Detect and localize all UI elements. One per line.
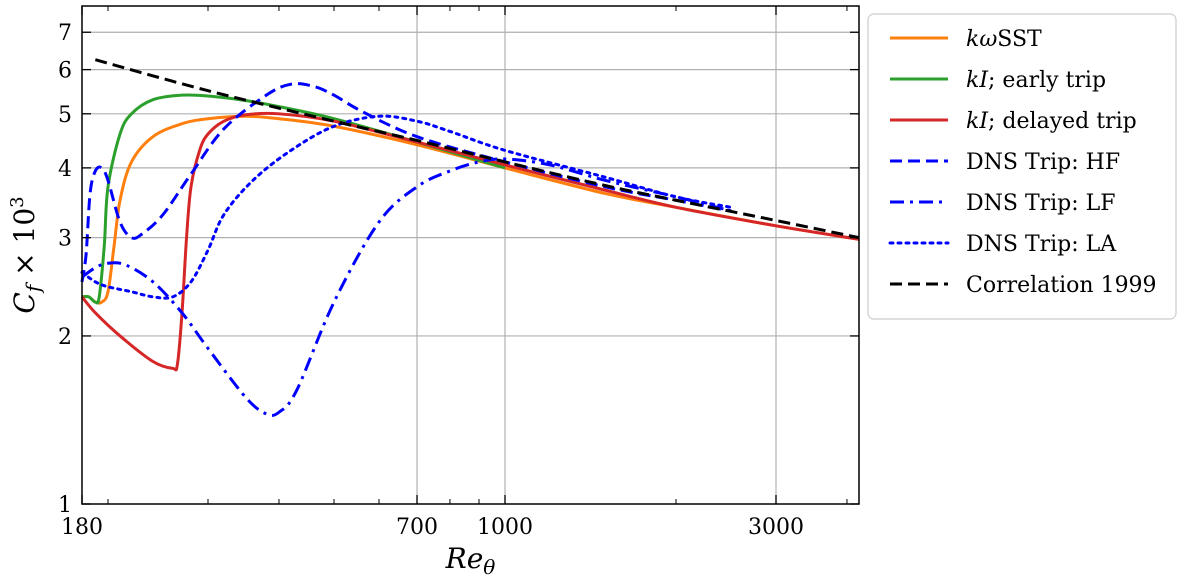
x-tick-label: 700 — [396, 515, 438, 540]
tick-layer — [81, 6, 859, 505]
series-line-k-sst — [81, 114, 860, 305]
legend-label-ki-delayed-trip: kI; delayed trip — [966, 109, 1137, 134]
grid-layer — [82, 6, 859, 504]
y-tick-label: 3 — [58, 227, 72, 252]
x-tick-label: 180 — [61, 515, 103, 540]
y-axis-title: Cf × 103 — [7, 196, 45, 313]
x-axis-title: Reθ — [445, 542, 496, 578]
series-line-dns-trip-lf — [81, 157, 732, 418]
x-tick-label: 3000 — [748, 515, 804, 540]
legend-label-dns-trip-lf: DNS Trip: LF — [966, 191, 1116, 216]
y-tick-label: 2 — [58, 325, 72, 350]
legend-label-correlation-1999: Correlation 1999 — [966, 273, 1157, 298]
series-line-dns-trip-hf — [80, 82, 732, 283]
svg-text:Cf × 103: Cf × 103 — [7, 196, 45, 313]
series-line-ki-early-trip — [81, 93, 506, 305]
series-line-ki-delayed-trip — [80, 111, 860, 372]
series-layer — [80, 58, 860, 418]
series-line-correlation-1999 — [94, 58, 860, 240]
y-tick-label: 5 — [58, 103, 72, 128]
series-line-dns-trip-la — [80, 114, 733, 300]
legend: kωSST kI; early trip kI; delayed trip DNS T… — [867, 13, 1177, 320]
y-tick-label: 6 — [58, 59, 72, 84]
label-layer: 180 700 1000 3000 1 2 3 4 5 6 7 Reθ Cf × 103 — [7, 21, 804, 578]
y-tick-label: 4 — [58, 157, 72, 182]
y-tick-label: 7 — [58, 21, 72, 46]
x-tick-label: 1000 — [477, 515, 533, 540]
legend-label-ki-early-trip: kI; early trip — [966, 68, 1106, 93]
plot-frame — [81, 5, 860, 505]
legend-label-dns-trip-la: DNS Trip: LA — [966, 232, 1117, 257]
legend-label-k-sst: kωSST — [966, 27, 1042, 52]
y-tick-label: 1 — [58, 493, 72, 518]
legend-label-dns-trip-hf: DNS Trip: HF — [966, 150, 1120, 175]
